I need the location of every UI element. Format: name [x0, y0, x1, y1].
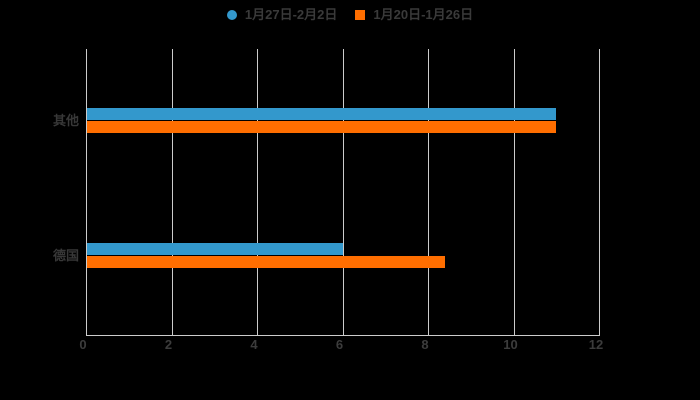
gridline — [257, 49, 258, 335]
x-axis-tick-label: 6 — [335, 337, 344, 352]
legend-series-label: 1月27日-2月2日 — [244, 7, 338, 22]
gridline — [513, 49, 515, 335]
gridline — [171, 49, 173, 335]
bar[interactable] — [87, 256, 446, 268]
gridline — [86, 49, 87, 335]
legend: 1月27日-2月2日 1月20日-1月26日 — [0, 6, 700, 24]
x-axis-tick-label: 2 — [164, 337, 173, 352]
x-axis-tick-label: 10 — [503, 337, 518, 352]
legend-item[interactable]: 1月20日-1月26日 — [355, 6, 473, 24]
x-axis-tick-label: 12 — [588, 337, 604, 352]
x-axis-tick-label: 4 — [250, 337, 258, 352]
bar[interactable] — [87, 121, 557, 133]
bar[interactable] — [87, 108, 557, 120]
y-axis-category-label: 其他 — [52, 112, 79, 128]
x-axis-tick-label: 8 — [421, 337, 429, 352]
legend-marker-circle-icon — [226, 10, 237, 20]
x-axis-line — [86, 335, 600, 336]
gridline — [428, 49, 429, 335]
legend-marker-square-icon — [355, 10, 366, 20]
bar[interactable] — [87, 243, 343, 255]
gridline — [342, 49, 344, 335]
y-axis-category-label: 德国 — [52, 247, 79, 263]
x-axis-tick-label: 0 — [79, 337, 87, 352]
gridline — [599, 49, 600, 335]
legend-series-label: 1月20日-1月26日 — [373, 7, 474, 22]
legend-item[interactable]: 1月27日-2月2日 — [226, 6, 338, 24]
